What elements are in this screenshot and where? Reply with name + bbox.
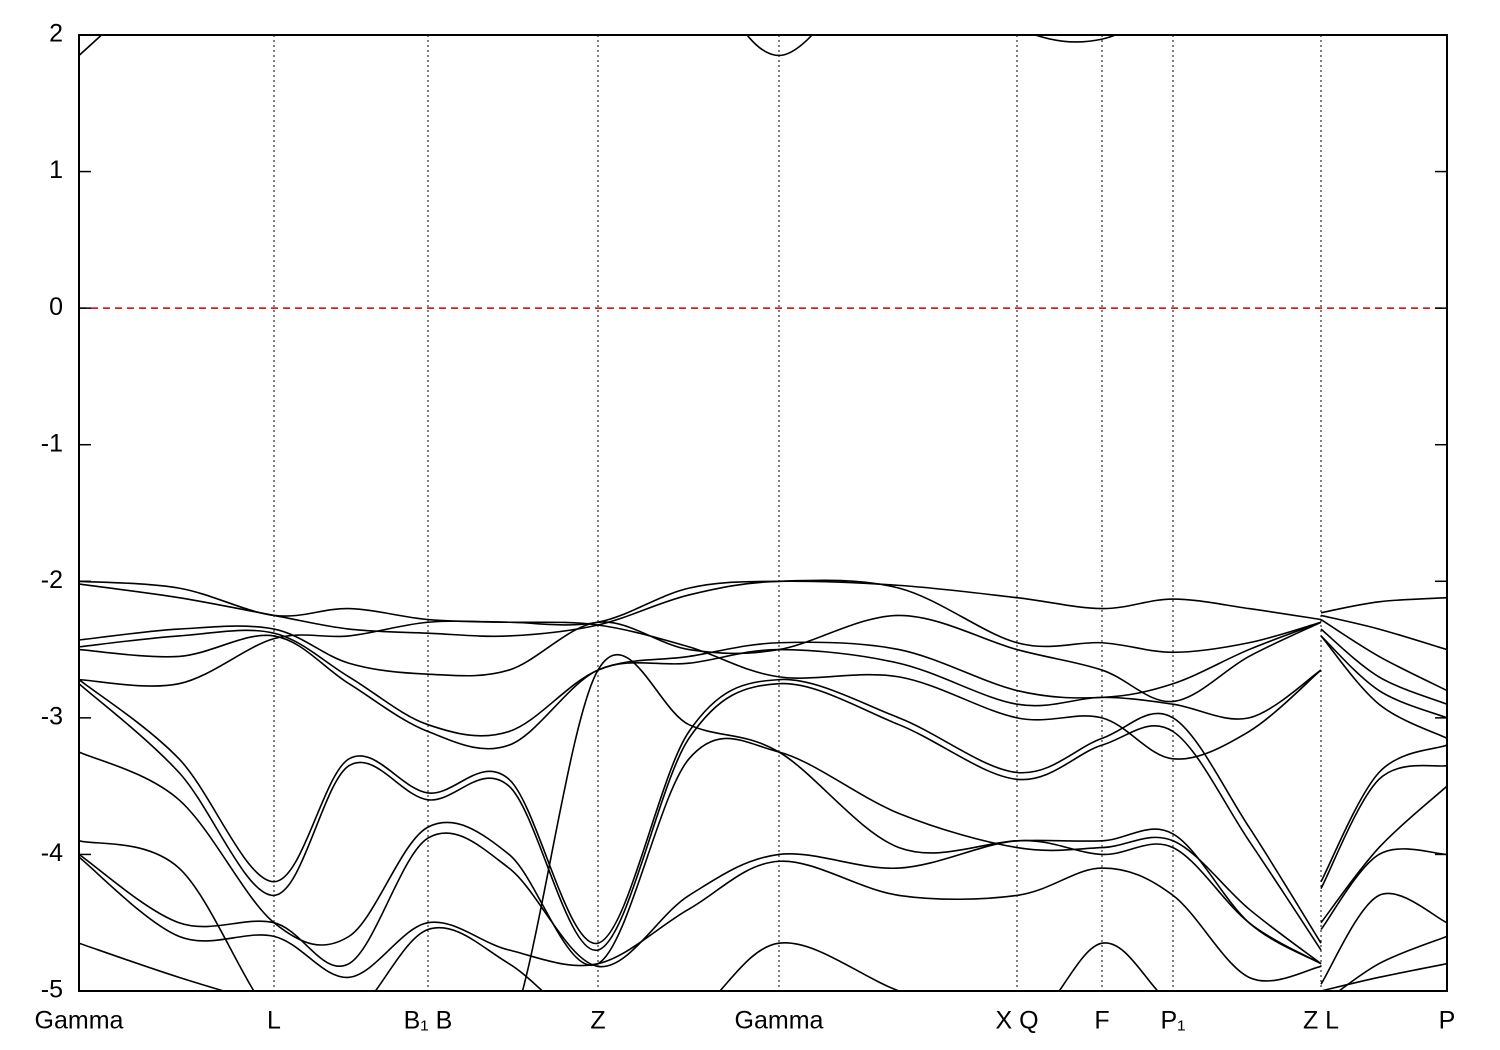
plot-frame (78, 34, 1448, 992)
y-tick-label: -1 (41, 429, 63, 457)
labels: -5 -4 -3 -2 -1 0 1 2 Gamma L B₁ B Z Gamma X Q F P₁ Z L P (35, 20, 1456, 1035)
band (79, 580, 1447, 626)
band (79, 614, 1447, 703)
y-tick-label: -3 (41, 702, 63, 730)
band (79, 621, 1447, 737)
y-tick-label: 2 (49, 20, 63, 48)
band (79, 579, 1447, 654)
band (79, 927, 1447, 991)
band (79, 682, 1447, 951)
band (79, 35, 1118, 57)
y-tick-label: -4 (41, 839, 63, 867)
x-tick-label: L (267, 1007, 281, 1035)
x-tick-label: P₁ (1160, 1007, 1185, 1035)
x-tick-label: Gamma (35, 1007, 124, 1035)
x-tick-label: Z L (1303, 1007, 1339, 1035)
x-tick-label: Z (590, 1007, 605, 1035)
x-tick-label: B₁ B (404, 1007, 453, 1035)
x-tick-label: F (1094, 1007, 1109, 1035)
band (79, 634, 1447, 750)
band (79, 832, 1447, 968)
y-tick-label: 1 (49, 156, 63, 184)
bands (79, 35, 1447, 991)
x-tick-label: X Q (995, 1007, 1038, 1035)
y-tick-label: -2 (41, 566, 63, 594)
y-tick-label: -5 (41, 976, 63, 1004)
band (79, 653, 1447, 991)
band (79, 737, 1447, 967)
band (79, 620, 1447, 760)
band (79, 856, 1447, 985)
y-tick-label: 0 (49, 293, 63, 321)
band (79, 678, 1447, 945)
x-tick-label: P (1439, 1007, 1456, 1035)
x-tick-label: Gamma (735, 1007, 824, 1035)
grid (78, 35, 1448, 991)
